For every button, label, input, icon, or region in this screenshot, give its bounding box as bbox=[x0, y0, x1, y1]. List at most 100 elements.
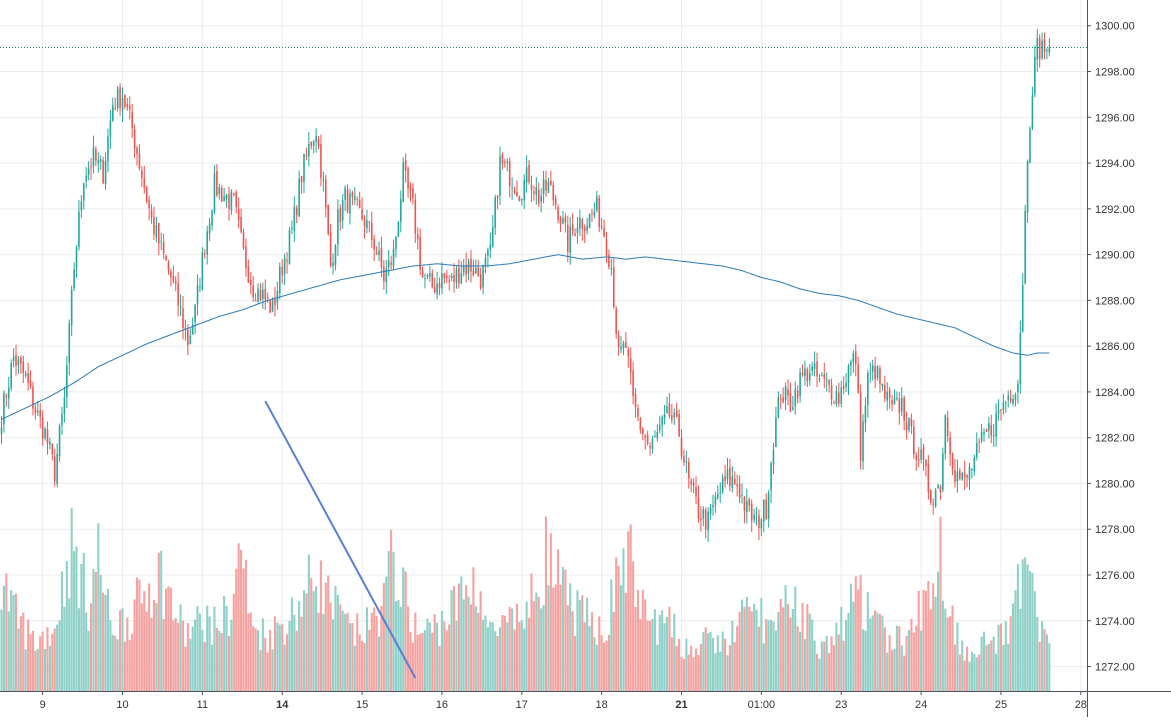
volume-bar bbox=[910, 618, 913, 691]
volume-bar bbox=[777, 611, 780, 691]
volume-bar bbox=[586, 597, 589, 691]
candle bbox=[864, 397, 867, 433]
candle-body bbox=[884, 385, 886, 399]
candle bbox=[661, 415, 663, 437]
candle-body bbox=[191, 324, 194, 335]
candle bbox=[521, 198, 523, 206]
volume-bar bbox=[968, 661, 971, 691]
candle bbox=[424, 273, 426, 289]
candle bbox=[368, 221, 371, 233]
candle-body bbox=[591, 212, 593, 214]
grid bbox=[0, 0, 1087, 691]
candle bbox=[620, 336, 622, 354]
candle bbox=[131, 103, 133, 138]
volume-bar bbox=[624, 592, 627, 691]
candle bbox=[695, 476, 697, 505]
candle bbox=[24, 370, 27, 379]
candle bbox=[842, 376, 845, 395]
candle bbox=[712, 494, 714, 516]
candle bbox=[7, 376, 10, 409]
candle-body bbox=[1043, 39, 1046, 53]
candle bbox=[465, 252, 467, 283]
candle-body bbox=[271, 299, 274, 312]
candle bbox=[862, 413, 864, 470]
volume-bar bbox=[106, 588, 110, 691]
candle bbox=[298, 170, 300, 218]
volume-bar bbox=[24, 649, 27, 691]
time-tick-label: 15 bbox=[356, 699, 368, 711]
volume-bar bbox=[583, 622, 586, 691]
candle bbox=[349, 188, 351, 225]
candle-body bbox=[288, 229, 291, 265]
volume-bar bbox=[203, 642, 206, 691]
candle-body bbox=[201, 252, 204, 290]
candle-body bbox=[988, 423, 990, 431]
candle-body bbox=[90, 166, 92, 168]
candle-body bbox=[513, 189, 516, 194]
candle-body bbox=[547, 181, 550, 193]
candle-body bbox=[540, 195, 542, 202]
candle-body bbox=[828, 379, 830, 385]
candle-body bbox=[334, 245, 337, 265]
candle-body bbox=[968, 466, 971, 480]
candle-body bbox=[760, 519, 763, 529]
candle bbox=[719, 482, 722, 504]
candle-body bbox=[213, 173, 216, 213]
candle bbox=[932, 498, 934, 515]
candle-body bbox=[767, 492, 770, 519]
volume-bar bbox=[886, 652, 889, 691]
candle-body bbox=[128, 105, 131, 110]
volume-bar bbox=[286, 634, 289, 691]
candle-body bbox=[770, 463, 772, 491]
candle bbox=[383, 260, 385, 290]
volume-bar bbox=[903, 655, 906, 691]
candle bbox=[753, 508, 755, 524]
candle bbox=[874, 356, 876, 389]
candle bbox=[625, 331, 627, 349]
candle-body bbox=[574, 233, 576, 236]
candle bbox=[445, 269, 448, 284]
volume-bar bbox=[728, 645, 731, 691]
candle-body bbox=[56, 453, 58, 484]
candle bbox=[552, 181, 555, 206]
candle-body bbox=[39, 410, 42, 417]
candle-body bbox=[736, 484, 738, 487]
candle bbox=[233, 192, 235, 197]
candle bbox=[658, 416, 661, 434]
volume-bar bbox=[748, 606, 751, 691]
candle-body bbox=[799, 372, 801, 396]
volume-bar bbox=[317, 613, 320, 691]
candle-body bbox=[366, 220, 368, 229]
candle bbox=[477, 259, 480, 277]
candle bbox=[949, 431, 951, 467]
candle-body bbox=[838, 392, 840, 404]
candle bbox=[886, 382, 889, 411]
candle-body bbox=[332, 262, 334, 267]
candle bbox=[750, 499, 753, 533]
candle-body bbox=[315, 136, 317, 143]
candle bbox=[792, 396, 794, 411]
candle bbox=[380, 236, 383, 278]
candle bbox=[879, 365, 881, 393]
volume-bar bbox=[75, 546, 78, 691]
candle bbox=[1014, 392, 1017, 407]
price-tick-label: 1284.00 bbox=[1095, 387, 1135, 399]
candle bbox=[867, 369, 869, 418]
candle-body bbox=[888, 389, 891, 399]
candle bbox=[675, 402, 678, 418]
candle bbox=[1024, 205, 1026, 285]
candle-body bbox=[320, 143, 322, 179]
volume-bar bbox=[213, 606, 216, 691]
candle bbox=[707, 507, 709, 542]
candle-body bbox=[404, 160, 407, 171]
candle-body bbox=[511, 187, 513, 189]
candle-body bbox=[680, 438, 683, 457]
volume-bar bbox=[498, 627, 502, 691]
candle-body bbox=[1000, 409, 1002, 411]
candle bbox=[649, 442, 651, 456]
candle-body bbox=[160, 240, 163, 242]
